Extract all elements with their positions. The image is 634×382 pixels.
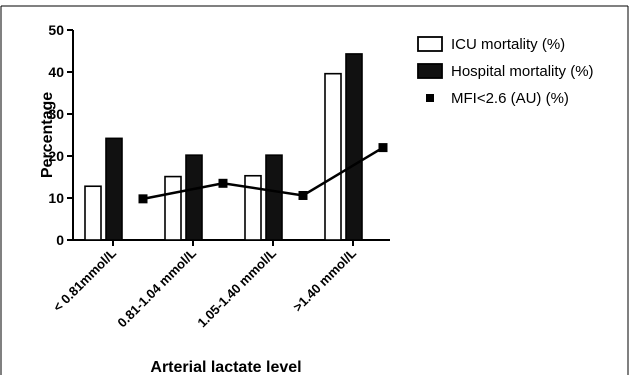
mfi-marker xyxy=(378,143,388,153)
y-axis-label: Percentage xyxy=(39,92,56,178)
legend-label: MFI<2.6 (AU) (%) xyxy=(451,90,569,107)
mfi-marker xyxy=(298,190,308,200)
bar-icu-mortality xyxy=(324,72,342,241)
bar-icu-mortality xyxy=(84,185,102,241)
x-tick-label: 1.05-1.40 mmol/L xyxy=(194,245,279,330)
mfi-line xyxy=(142,146,384,201)
legend: ICU mortality (%) Hospital mortality (%) M… xyxy=(417,36,594,107)
bar-icu-mortality xyxy=(164,175,182,241)
x-tick-label: >1.40 mmol/L xyxy=(290,245,359,314)
x-tick-label: < 0.81mmol/L xyxy=(50,245,119,314)
legend-label: ICU mortality (%) xyxy=(451,36,565,53)
y-tick-label: 0 xyxy=(56,232,64,248)
y-tick-label: 20 xyxy=(48,148,64,164)
bar-hospital-mortality xyxy=(345,53,363,241)
y-tick-label: 50 xyxy=(48,22,64,38)
legend-swatch-mfi xyxy=(426,94,434,102)
x-tick-label: 0.81-1.04 mmol/L xyxy=(114,245,199,330)
mfi-marker xyxy=(218,178,228,188)
y-tick-label: 30 xyxy=(48,106,64,122)
mfi-marker xyxy=(138,194,148,204)
bar-icu-mortality xyxy=(244,174,262,241)
y-tick-label: 40 xyxy=(48,64,64,80)
bar-hospital-mortality xyxy=(265,154,283,241)
legend-swatch-hospital xyxy=(417,63,443,79)
bar-hospital-mortality xyxy=(185,154,203,241)
x-axis-label: Arterial lactate level xyxy=(150,359,301,376)
y-tick-label: 10 xyxy=(48,190,64,206)
bar-hospital-mortality xyxy=(105,137,123,241)
legend-label: Hospital mortality (%) xyxy=(451,63,594,80)
legend-swatch-icu xyxy=(417,36,443,52)
